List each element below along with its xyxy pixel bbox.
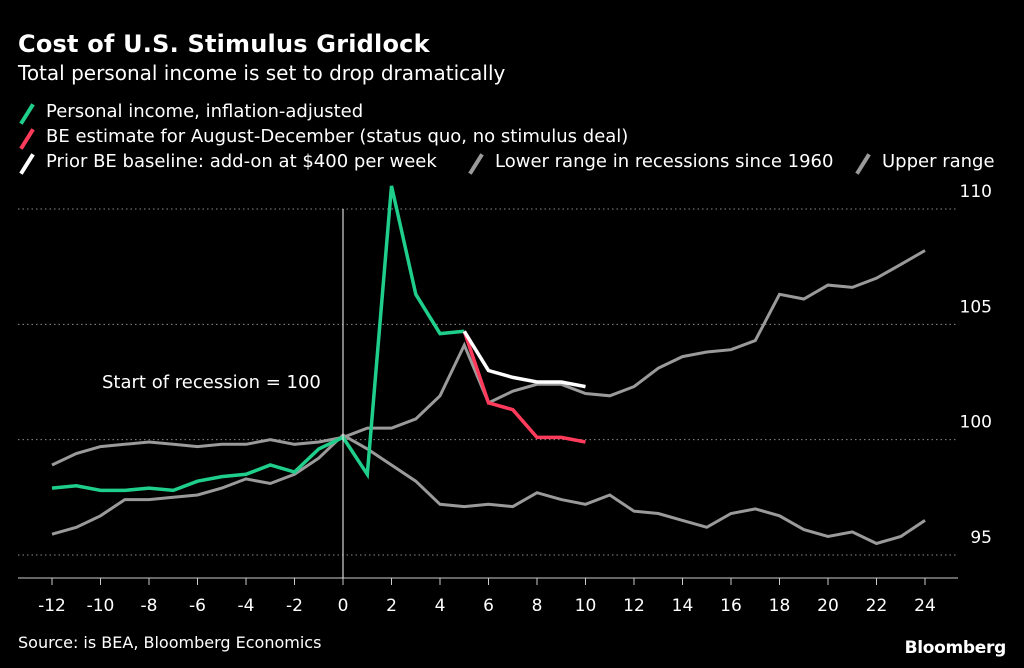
legend-label: Lower range in recessions since 1960 [495,151,833,172]
bloomberg-logo: Bloomberg [904,638,1007,658]
series-line-2 [51,249,926,467]
y-tick-label: 100 [960,413,992,433]
chart-title: Cost of U.S. Stimulus Gridlock [18,30,430,58]
chart-annotations: Start of recession = 100 [102,209,344,578]
x-tick-label: 22 [866,596,888,616]
x-tick-label: -2 [286,596,303,616]
series-line-4 [462,330,586,444]
y-tick-label: 95 [970,528,992,548]
legend-swatch [19,103,35,125]
legend-swatch [468,153,484,175]
legend-swatch [19,153,35,175]
source-note: Source: is BEA, Bloomberg Economics [18,633,322,652]
x-tick-label: -6 [189,596,206,616]
y-tick-label: 110 [960,182,992,202]
x-tick-label: 18 [769,596,791,616]
chart-grid: 95 100 105 110 [18,182,992,556]
legend-swatch [855,153,871,175]
x-tick-label: 8 [532,596,543,616]
chart-subtitle: Total personal income is set to drop dra… [18,61,506,85]
x-tick-label: -10 [87,596,115,616]
series-line-1 [51,433,926,546]
legend-label: BE estimate for August-December (status … [46,126,628,147]
x-tick-label: 14 [672,596,694,616]
x-tick-label: 12 [623,596,645,616]
x-tick-label: 24 [914,596,936,616]
x-tick-label: -4 [238,596,255,616]
x-tick-label: -12 [38,596,66,616]
chart-legend: Personal income, inflation-adjusted BE es… [19,101,995,175]
chart-series [51,185,926,546]
x-tick-label: 2 [386,596,397,616]
x-tick-label: 10 [575,596,597,616]
annotation-start-of-recession: Start of recession = 100 [102,372,321,393]
x-tick-label: 0 [338,596,349,616]
legend-label: Personal income, inflation-adjusted [46,101,363,122]
x-tick-label: 16 [720,596,742,616]
legend-label: Upper range [882,151,995,172]
x-tick-label: 20 [817,596,839,616]
series-line-5 [462,330,586,389]
x-axis: -12 -10 -8 -6 -4 -2 0 2 4 6 8 10 12 14 16 18 20 22 24 [18,577,958,616]
y-tick-label: 105 [960,297,992,317]
legend-swatch [19,128,35,150]
legend-label: Prior BE baseline: add-on at $400 per we… [46,151,437,172]
x-tick-label: -8 [141,596,158,616]
x-tick-label: 6 [483,596,494,616]
series-line-3 [51,185,465,493]
x-tick-label: 4 [435,596,446,616]
